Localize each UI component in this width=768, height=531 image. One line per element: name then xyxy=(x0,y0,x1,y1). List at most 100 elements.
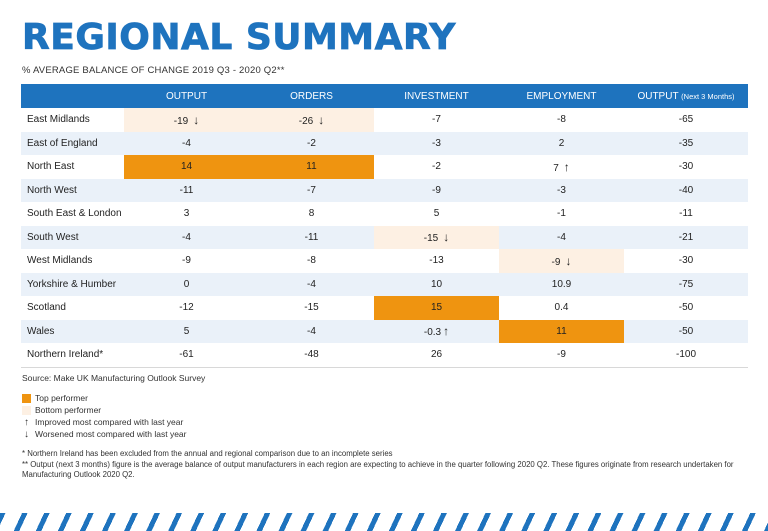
output-cell: -61 xyxy=(124,343,249,368)
investment-cell: -2 xyxy=(432,161,441,173)
legend-item-top: Top performer xyxy=(22,392,187,404)
outlook-cell: -50 xyxy=(624,319,748,343)
employment-cell: 10.9 xyxy=(499,272,624,296)
employment-cell: -4 xyxy=(499,225,624,249)
output-cell: -4 xyxy=(124,225,249,249)
employment-cell: -1 xyxy=(557,208,566,220)
orders-cell: -26 ↓ xyxy=(249,108,374,132)
decorative-stripes xyxy=(0,513,768,531)
output-cell: -12 xyxy=(179,302,194,314)
orders-cell: 11 xyxy=(249,155,374,179)
employment-cell: 7 ↑ xyxy=(499,155,624,179)
table-header-row: OUTPUT ORDERS INVESTMENT EMPLOYMENT OUTP… xyxy=(21,84,748,108)
up-arrow-icon: ↑ xyxy=(24,416,29,428)
orders-cell: -7 xyxy=(249,178,374,202)
orders-cell: -15 xyxy=(304,302,319,314)
outlook-cell: -21 xyxy=(624,225,748,249)
legend: Top performer Bottom performer ↑ Improve… xyxy=(22,392,187,440)
source-note: Source: Make UK Manufacturing Outlook Su… xyxy=(22,373,206,383)
orders-cell: -11 xyxy=(249,225,374,249)
output-cell: -4 xyxy=(124,131,249,155)
employment-cell: 0.4 xyxy=(554,302,569,314)
cell-value: 7 xyxy=(553,162,559,174)
down-arrow-icon: ↓ xyxy=(443,230,450,245)
investment-cell: 5 xyxy=(433,208,440,220)
legend-label: Worsened most compared with last year xyxy=(35,429,187,439)
table-row: North East 14 11 -2 7 ↑ -30 xyxy=(21,155,748,179)
region-name: West Midlands xyxy=(27,255,93,267)
region-name: North East xyxy=(27,161,75,173)
header-employment: EMPLOYMENT xyxy=(499,84,624,108)
region-name: Northern Ireland* xyxy=(21,343,124,368)
outlook-cell: -50 xyxy=(678,302,694,314)
region-name: East of England xyxy=(21,131,124,155)
outlook-cell: -100 xyxy=(624,343,748,368)
employment-cell: 2 xyxy=(499,131,624,155)
table-row: West Midlands -9 -8 -13 -9 ↓ -30 xyxy=(21,249,748,273)
table-row: South West -4 -11 -15 ↓ -4 -21 xyxy=(21,225,748,249)
table-row: East Midlands -19 ↓ -26 ↓ -7 -8 -65 xyxy=(21,108,748,132)
footnotes: * Northern Ireland has been excluded fro… xyxy=(22,449,748,481)
header-output-next3-note: (Next 3 Months) xyxy=(681,91,735,101)
investment-cell: -13 xyxy=(429,255,444,267)
output-cell: -19 ↓ xyxy=(124,108,249,132)
cell-value: -19 xyxy=(173,115,189,127)
region-name: North West xyxy=(21,178,124,202)
bottom-performer-swatch xyxy=(22,405,31,415)
down-arrow-icon: ↓ xyxy=(193,112,200,127)
investment-cell: 15 xyxy=(374,296,499,320)
legend-item-improved: ↑ Improved most compared with last year xyxy=(22,416,187,428)
employment-cell: -3 xyxy=(499,178,624,202)
investment-cell: -7 xyxy=(432,114,441,126)
region-name: Scotland xyxy=(27,302,66,314)
legend-label: Improved most compared with last year xyxy=(35,417,184,427)
table-row: Scotland -12 -15 15 0.4 -50 xyxy=(21,296,748,320)
orders-cell: -4 xyxy=(249,319,374,343)
header-orders: ORDERS xyxy=(249,84,374,108)
footnote-northern-ireland: * Northern Ireland has been excluded fro… xyxy=(22,449,393,458)
down-arrow-icon: ↓ xyxy=(318,112,325,127)
investment-cell: 26 xyxy=(374,343,499,368)
output-cell: 14 xyxy=(124,155,249,179)
investment-cell: -3 xyxy=(374,131,499,155)
page-title: REGIONAL SUMMARY xyxy=(22,17,456,58)
outlook-cell: -30 xyxy=(678,255,694,267)
table-row: North West -11 -7 -9 -3 -40 xyxy=(21,178,748,202)
output-cell: 0 xyxy=(124,272,249,296)
cell-value: -9 xyxy=(551,256,561,268)
table-row: Yorkshire & Humber 0 -4 10 10.9 -75 xyxy=(21,272,748,296)
table-row: East of England -4 -2 -3 2 -35 xyxy=(21,131,748,155)
orders-cell: -2 xyxy=(249,131,374,155)
outlook-cell: -11 xyxy=(679,208,693,220)
cell-value: -26 xyxy=(298,115,314,127)
down-arrow-icon: ↓ xyxy=(565,253,572,268)
orders-cell: -4 xyxy=(249,272,374,296)
legend-item-worsened: ↓ Worsened most compared with last year xyxy=(22,428,187,440)
region-name: South West xyxy=(21,225,124,249)
investment-cell: -9 xyxy=(374,178,499,202)
employment-cell: 11 xyxy=(499,319,624,343)
up-arrow-icon: ↑ xyxy=(443,324,450,339)
region-name: Wales xyxy=(21,319,124,343)
output-cell: -11 xyxy=(124,178,249,202)
header-output: OUTPUT xyxy=(124,84,249,108)
cell-value: -15 xyxy=(423,233,439,245)
orders-cell: 8 xyxy=(308,208,315,220)
output-cell: 5 xyxy=(124,319,249,343)
legend-item-bottom: Bottom performer xyxy=(22,404,187,416)
page-subtitle: % AVERAGE BALANCE OF CHANGE 2019 Q3 - 20… xyxy=(22,65,285,76)
top-performer-swatch xyxy=(22,393,31,403)
orders-cell: -8 xyxy=(307,255,316,267)
legend-label: Top performer xyxy=(35,393,88,403)
footnote-output-next3: ** Output (next 3 months) figure is the … xyxy=(22,459,734,480)
header-output-next3-label: OUTPUT xyxy=(637,90,679,102)
table-row: South East & London 3 8 5 -1 -11 xyxy=(21,202,748,226)
output-cell: 3 xyxy=(183,208,190,220)
investment-cell: -0.3 ↑ xyxy=(374,319,499,343)
employment-cell: -9 xyxy=(499,343,624,368)
outlook-cell: -65 xyxy=(678,114,694,126)
outlook-cell: -30 xyxy=(678,161,694,173)
region-name: Yorkshire & Humber xyxy=(21,272,124,296)
header-output-next3: OUTPUT (Next 3 Months) xyxy=(624,84,748,108)
header-region xyxy=(21,84,124,108)
